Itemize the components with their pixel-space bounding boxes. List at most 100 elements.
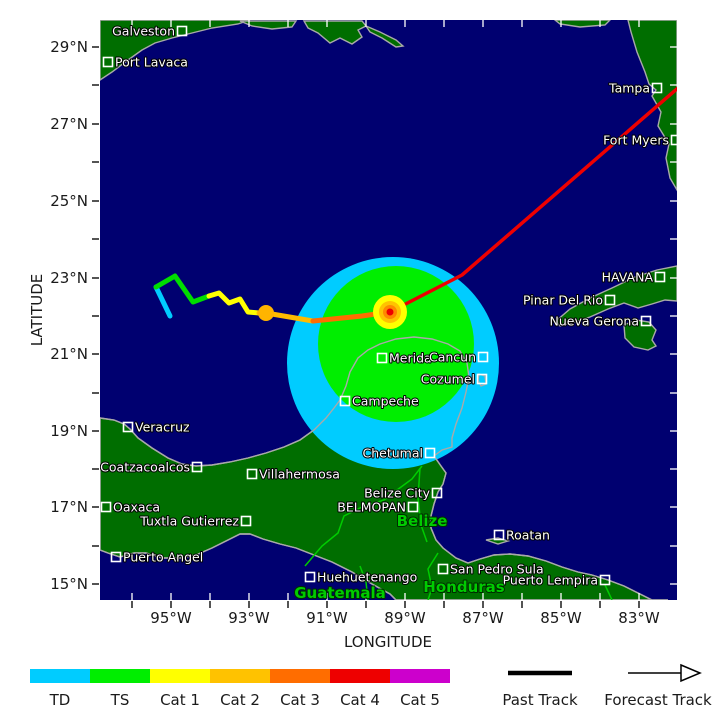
city-coatzacoalcos: Coatzacoalcos [100, 459, 203, 476]
city-san-pedro-sula: San Pedro Sula [437, 561, 545, 578]
city-label: Huehuetenango [317, 570, 417, 585]
city-marker [102, 56, 114, 68]
intensity-legend: TD TS Cat 1 Cat 2 Cat 3 Cat 4 Cat 5 [30, 669, 450, 708]
city-pinar-del-rio: Pinar Del Rio [522, 292, 616, 309]
city-label: Tampa [608, 81, 650, 96]
city-marker [110, 551, 122, 563]
lon-tick-label: 87°W [462, 609, 504, 627]
city-belmopan: BELMOPAN [336, 499, 419, 516]
legend-label-cat-5: Cat 5 [400, 691, 440, 708]
city-marker [493, 529, 505, 541]
lat-tick-label: 27°N [50, 115, 88, 133]
city-label: San Pedro Sula [450, 562, 544, 577]
city-veracruz: Veracruz [122, 419, 191, 436]
city-label: Oaxaca [113, 500, 160, 515]
city-marker [654, 271, 666, 283]
lon-tick-label: 93°W [228, 609, 270, 627]
city-havana: HAVANA [601, 269, 666, 286]
legend-swatch-cat-3 [270, 669, 330, 683]
axis-tick-labels: 29°N 27°N 25°N 23°N 21°N 19°N 17°N 15°N 95°W 93°W… [50, 38, 660, 627]
city-oaxaca: Oaxaca [100, 499, 161, 516]
lon-tick-label: 95°W [150, 609, 192, 627]
country-label-belize: Belize [397, 512, 448, 530]
legend-label-cat-1: Cat 1 [160, 691, 200, 708]
border-honduras-east [604, 584, 613, 600]
city-nueva-gerona: Nueva Gerona [549, 313, 652, 330]
city-puerto-angel: Puerto Angel [110, 549, 204, 566]
border-guatemala-honduras [427, 552, 439, 600]
past-track-label: Past Track [502, 691, 578, 708]
city-marker [339, 395, 351, 407]
city-label: Port Lavaca [115, 55, 188, 70]
storm-track [153, 86, 677, 324]
city-marker [424, 447, 436, 459]
lon-tick-label: 89°W [384, 609, 426, 627]
track-position-dot [258, 305, 274, 321]
city-marker [437, 563, 449, 575]
legend-label-cat-3: Cat 3 [280, 691, 320, 708]
forecast-uncertainty-circles [287, 257, 499, 469]
border-guatemala-pacific [359, 565, 369, 600]
city-label: Galveston [112, 24, 175, 39]
forecast-arrow-icon [680, 663, 702, 683]
city-campeche: Campeche [339, 393, 420, 410]
city-label: Campeche [352, 394, 419, 409]
city-marker [670, 134, 677, 146]
city-merida: Merida [376, 350, 433, 367]
city-tampa: Tampa [607, 80, 663, 97]
legend-label-td: TD [49, 691, 71, 708]
storm-ring-3 [386, 308, 394, 316]
country-label-guatemala: Guatemala [294, 584, 385, 602]
storm-symbol [373, 295, 407, 329]
city-label: Villahermosa [259, 467, 340, 482]
city-marker [246, 468, 258, 480]
lat-tick-label: 21°N [50, 345, 88, 363]
track-legend: Past Track Forecast Track [502, 663, 712, 708]
legend-swatch-ts [90, 669, 150, 683]
legend-label-ts: TS [110, 691, 130, 708]
city-markers: Galveston Port Lavaca Tampa Fort Myers HAVAN… [100, 23, 677, 589]
city-marker [376, 352, 388, 364]
past-track-ts [153, 273, 212, 305]
city-puerto-lempira: Puerto Lempira [502, 572, 611, 589]
lat-tick-label: 23°N [50, 269, 88, 287]
y-axis-title: LATITUDE [28, 274, 46, 347]
city-label: Cancun [429, 350, 476, 365]
city-belize-city: Belize City [363, 485, 443, 502]
city-label: Puerto Angel [123, 550, 203, 565]
city-huehuetenango: Huehuetenango [304, 569, 418, 586]
border-mexico-guatemala [304, 465, 423, 567]
city-label: Chetumal [363, 446, 423, 461]
city-label: Pinar Del Rio [523, 293, 603, 308]
legend-label-cat-2: Cat 2 [220, 691, 260, 708]
city-port-lavaca: Port Lavaca [102, 54, 189, 71]
legend-swatch-cat-4 [330, 669, 390, 683]
lat-tick-label: 19°N [50, 422, 88, 440]
city-label: Tuxtla Gutierrez [139, 514, 239, 529]
city-marker [477, 351, 489, 363]
past-track-td [153, 284, 173, 319]
legend-swatch-cat-2 [210, 669, 270, 683]
city-label: Merida [389, 351, 432, 366]
cone-inner-circle [318, 266, 474, 422]
city-marker [240, 515, 252, 527]
city-roatan: Roatan [493, 527, 551, 544]
lat-tick-label: 17°N [50, 498, 88, 516]
city-label: Cozumel [421, 372, 475, 387]
map-inner-ticks [131, 20, 677, 600]
lon-tick-label: 91°W [306, 609, 348, 627]
country-labels: Belize Guatemala Honduras [293, 511, 506, 602]
city-cancun: Cancun [428, 349, 489, 366]
border-guatemala-belize [417, 467, 428, 543]
lon-tick-label: 83°W [618, 609, 660, 627]
city-marker [604, 294, 616, 306]
forecast-track-label: Forecast Track [604, 691, 712, 708]
city-marker [304, 571, 316, 583]
city-marker [431, 487, 443, 499]
x-axis-title: LONGITUDE [344, 633, 432, 651]
city-marker [640, 315, 652, 327]
city-tuxtla-gutierrez: Tuxtla Gutierrez [138, 513, 252, 530]
city-marker [651, 82, 663, 94]
